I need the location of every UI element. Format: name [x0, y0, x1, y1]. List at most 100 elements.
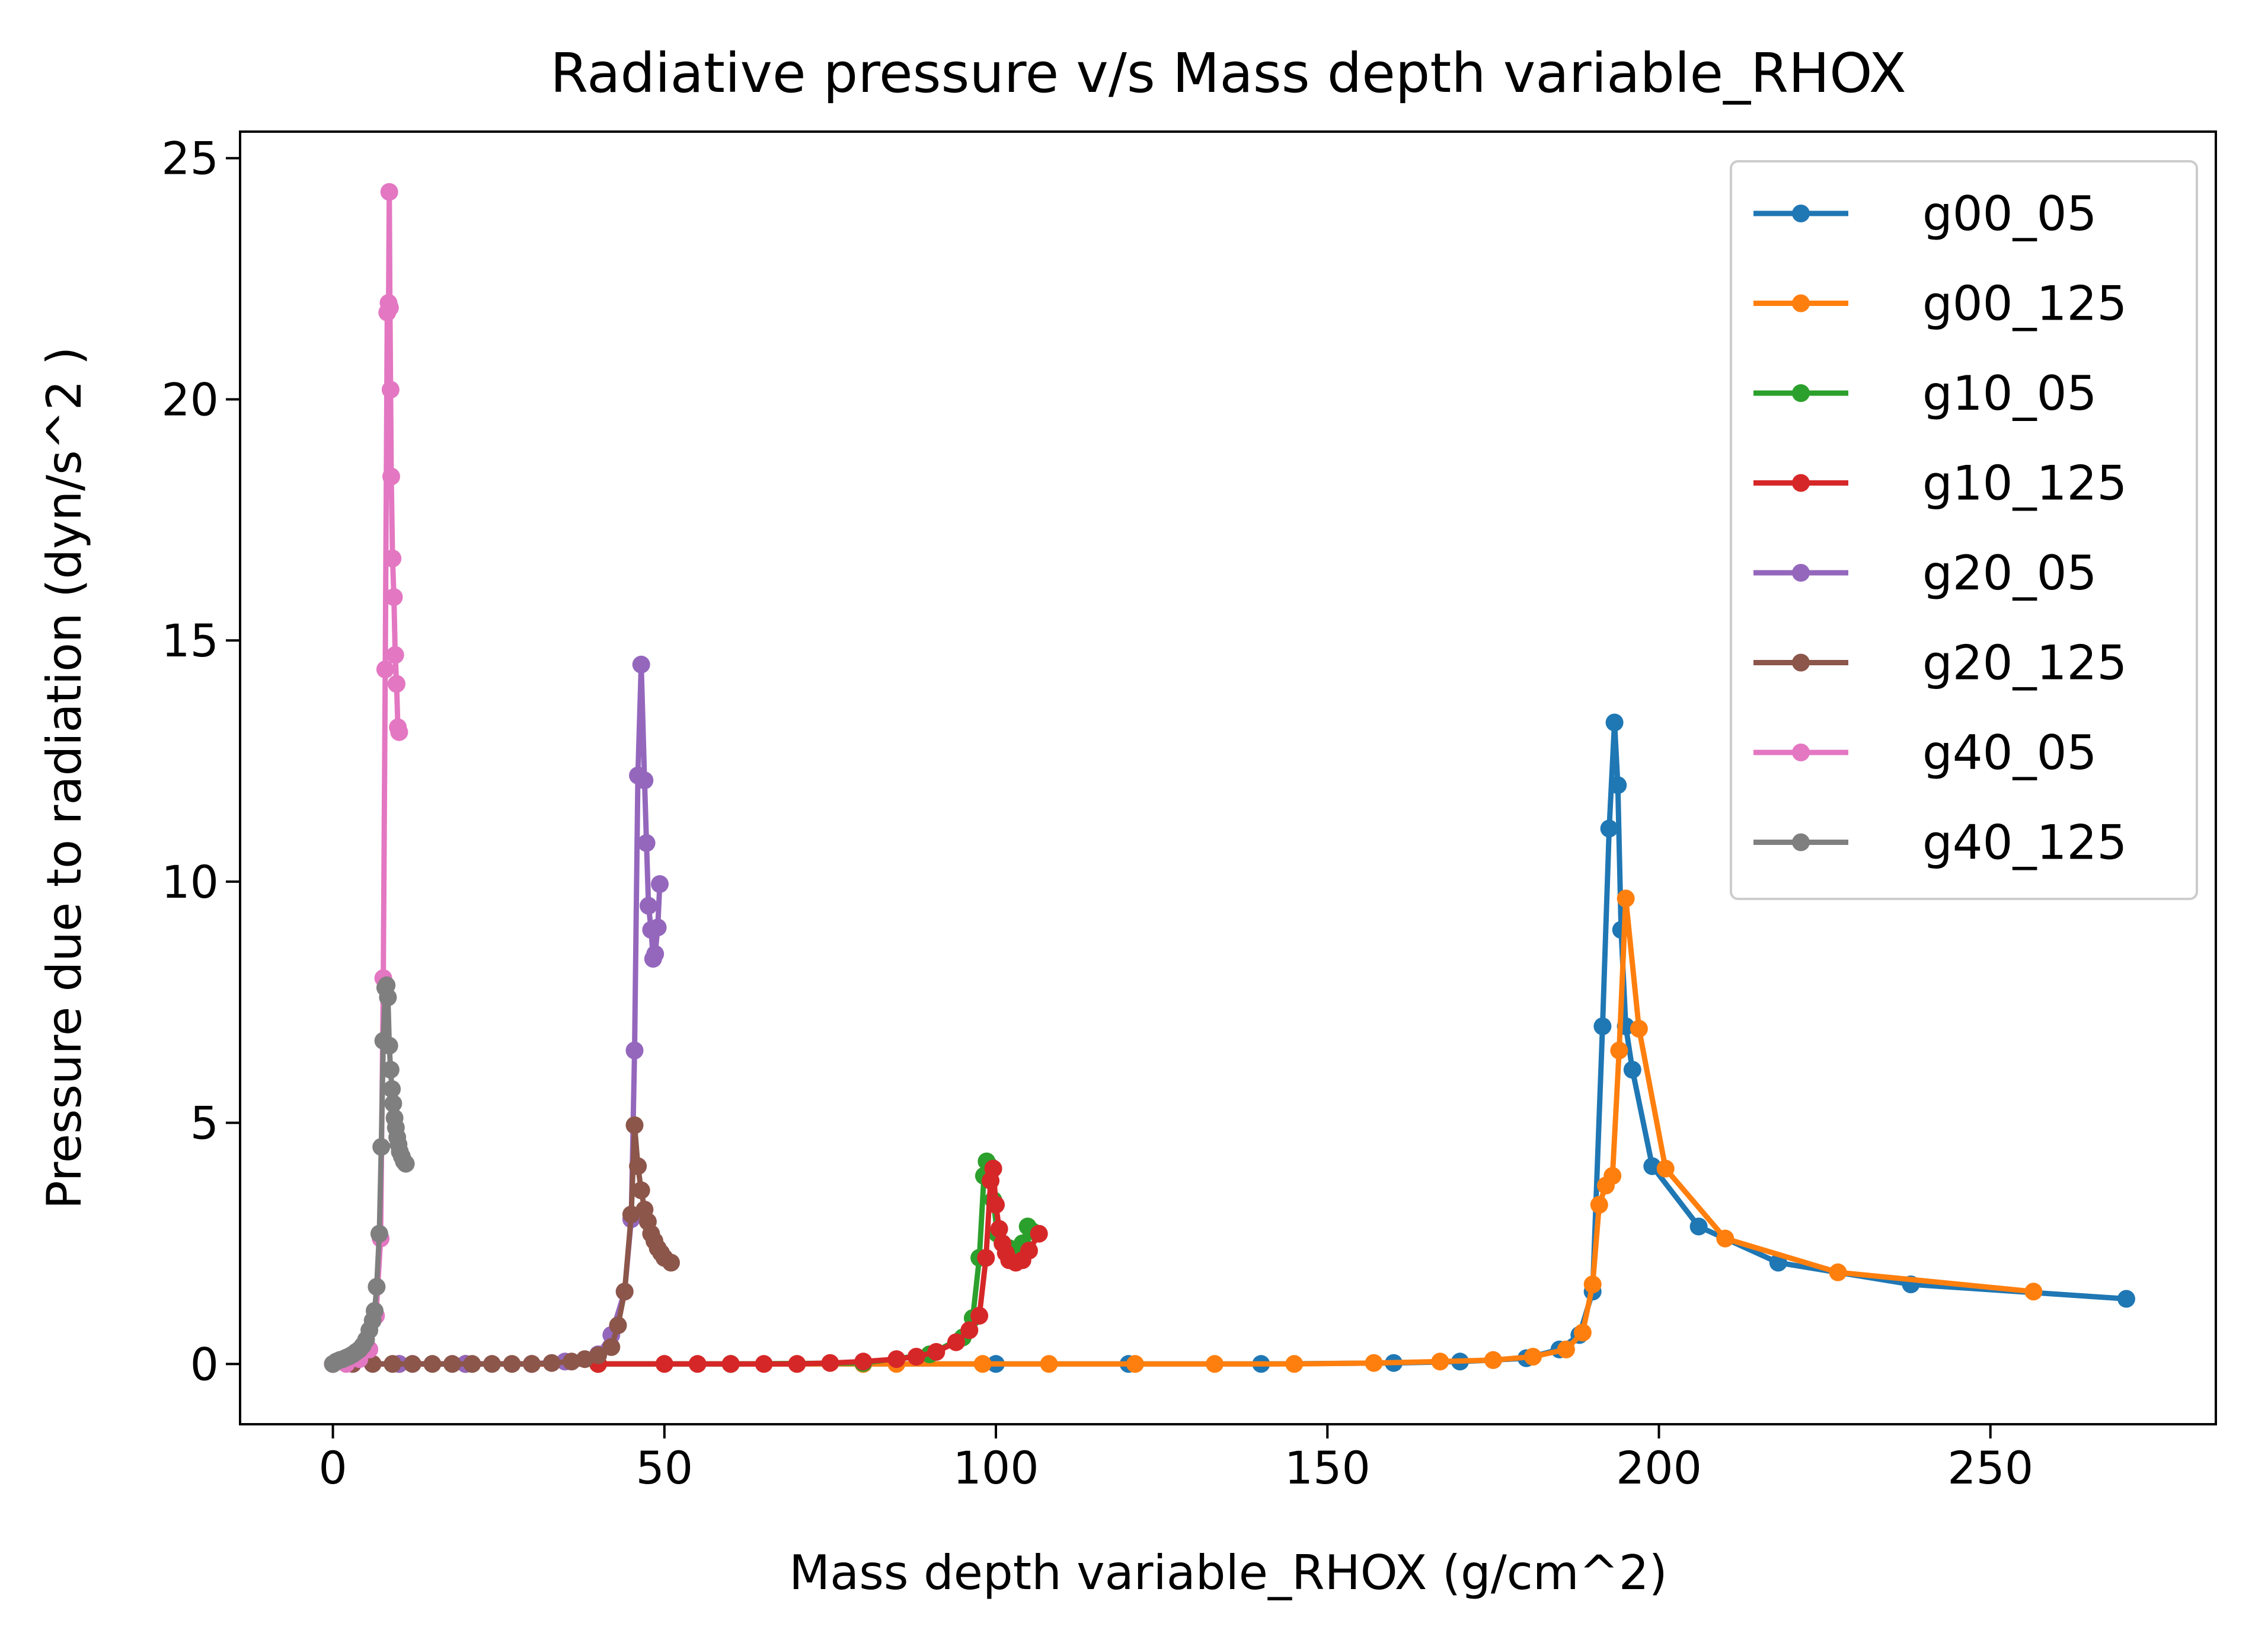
data-point-g10_125 [788, 1355, 806, 1373]
data-point-g20_05 [651, 875, 669, 893]
data-point-g10_125 [1030, 1224, 1048, 1243]
legend-item-g40_05: g40_05 [1753, 725, 2097, 780]
x-tick-label: 100 [953, 1441, 1039, 1494]
legend-swatch-marker [1792, 384, 1810, 402]
data-point-g40_125 [384, 1095, 403, 1113]
data-point-g00_125 [1590, 1195, 1608, 1214]
data-point-g00_125 [1656, 1159, 1675, 1178]
axis-ticks: 0 50 100 150 200 250 0 5 10 15 20 25 [161, 132, 2033, 1494]
legend-label: g00_05 [1922, 186, 2097, 241]
data-point-g20_125 [384, 1355, 402, 1373]
legend-swatch-marker [1792, 564, 1810, 582]
legend-swatch-marker [1792, 205, 1810, 222]
series-g40_05 [324, 183, 408, 1373]
legend-box [1730, 160, 2198, 900]
y-tick-label: 15 [161, 614, 219, 667]
data-point-g00_125 [2024, 1283, 2043, 1301]
data-point-g20_125 [403, 1355, 421, 1373]
data-point-g20_125 [463, 1355, 481, 1373]
data-point-g10_125 [987, 1195, 1005, 1214]
y-tick-label: 25 [161, 132, 219, 185]
legend-item-g10_125: g10_125 [1753, 456, 2127, 511]
legend-swatch-marker [1792, 744, 1810, 761]
data-point-g40_05 [384, 549, 402, 567]
chart-title: Radiative pressure v/s Mass depth variab… [550, 42, 1906, 105]
data-point-g20_125 [483, 1355, 501, 1373]
y-tick-label: 10 [161, 856, 219, 908]
data-point-g40_125 [397, 1154, 415, 1173]
plot-frame [239, 130, 2217, 1425]
data-point-g00_125 [1829, 1263, 1847, 1281]
data-point-g20_125 [443, 1355, 461, 1373]
x-tick-label: 250 [1947, 1441, 2033, 1494]
y-tick-label: 0 [190, 1338, 219, 1390]
data-point-g00_125 [1285, 1355, 1304, 1373]
legend-swatch-marker [1792, 833, 1810, 851]
data-point-g20_05 [635, 771, 654, 790]
x-tick-label: 150 [1285, 1441, 1371, 1494]
legend-label: g10_125 [1922, 456, 2127, 511]
data-point-g10_125 [688, 1355, 707, 1373]
data-point-g20_125 [662, 1253, 680, 1272]
data-point-g20_125 [625, 1116, 644, 1134]
data-point-g40_05 [381, 298, 399, 317]
data-point-g40_125 [379, 988, 397, 1007]
data-point-g10_125 [960, 1321, 979, 1339]
data-point-g40_125 [368, 1278, 386, 1296]
data-point-g40_05 [382, 467, 400, 486]
data-point-g20_125 [609, 1316, 627, 1335]
legend-label: g40_05 [1922, 725, 2097, 780]
data-point-g20_125 [423, 1355, 442, 1373]
data-point-g00_05 [1600, 819, 1618, 838]
y-axis-label: Pressure due to radiation (dyn/s^2 ) [37, 347, 92, 1210]
data-point-g10_125 [821, 1354, 839, 1372]
data-point-g00_125 [1524, 1348, 1542, 1366]
data-point-g10_125 [984, 1159, 1002, 1178]
data-point-g00_125 [1040, 1355, 1058, 1373]
legend-item-g20_125: g20_125 [1753, 636, 2127, 691]
data-point-g40_05 [386, 646, 404, 664]
data-point-g40_125 [370, 1224, 388, 1243]
legend: g00_05 g00_125 g10_05 g10_125 g20_05 g20_125g… [1730, 160, 2198, 900]
data-point-g20_125 [602, 1338, 621, 1356]
legend-item-g00_05: g00_05 [1753, 186, 2097, 241]
data-point-g40_05 [388, 675, 405, 693]
y-tick-label: 5 [190, 1097, 219, 1150]
data-point-g20_125 [589, 1346, 607, 1364]
data-point-g00_05 [1593, 1017, 1612, 1035]
data-point-g40_05 [381, 381, 400, 399]
y-tick-label: 20 [161, 373, 219, 426]
data-point-g00_125 [1603, 1167, 1622, 1185]
x-tick-label: 0 [318, 1441, 347, 1494]
data-point-g00_05 [1643, 1157, 1662, 1175]
data-point-g00_125 [1573, 1323, 1592, 1342]
data-point-g20_125 [523, 1355, 541, 1373]
legend-label: g20_05 [1922, 546, 2097, 601]
data-point-g00_125 [1365, 1354, 1383, 1372]
data-point-g20_05 [646, 945, 665, 963]
data-point-g00_125 [1557, 1340, 1575, 1358]
data-point-g40_05 [380, 183, 398, 201]
series-g40_125 [324, 976, 415, 1373]
legend-swatch-marker [1792, 294, 1810, 312]
data-point-g20_05 [649, 918, 667, 937]
legend-label: g20_125 [1922, 636, 2127, 691]
data-point-g00_125 [1126, 1355, 1144, 1373]
data-point-g00_125 [1431, 1352, 1449, 1371]
data-point-g40_125 [380, 1036, 398, 1055]
legend-label: g40_125 [1922, 815, 2127, 870]
data-point-g40_05 [376, 661, 394, 678]
data-point-g10_125 [927, 1343, 945, 1361]
data-point-g10_125 [854, 1352, 873, 1371]
data-point-g40_05 [385, 588, 403, 606]
data-point-g00_05 [2117, 1290, 2135, 1308]
data-point-g40_125 [372, 1138, 391, 1156]
data-point-g10_125 [721, 1355, 740, 1373]
data-point-g20_05 [640, 897, 657, 915]
data-point-g00_125 [1484, 1351, 1502, 1369]
data-point-g10_125 [887, 1350, 906, 1369]
data-point-g20_125 [542, 1354, 561, 1372]
legend-item-g10_05: g10_05 [1753, 366, 2097, 421]
series-g20_05 [324, 655, 669, 1373]
